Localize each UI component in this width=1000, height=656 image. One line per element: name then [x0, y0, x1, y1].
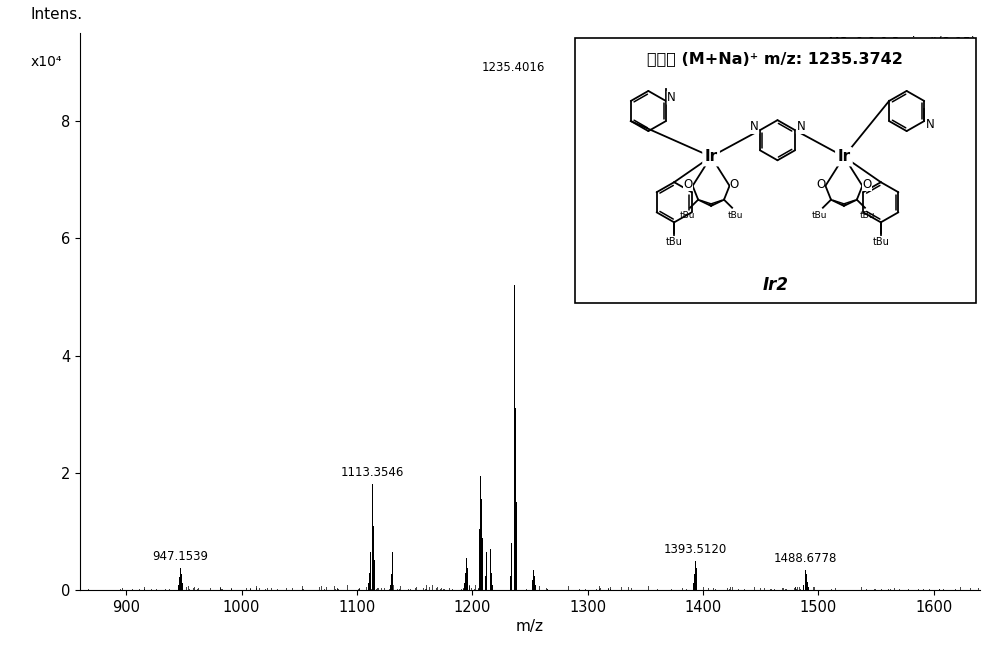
Text: 1113.3546: 1113.3546: [341, 466, 404, 479]
Text: Intens.: Intens.: [30, 7, 83, 22]
Text: 947.1539: 947.1539: [153, 550, 209, 564]
Text: 理论值 (M+Na)⁺ m/z: 1235.3742: 理论值 (M+Na)⁺ m/z: 1235.3742: [647, 51, 903, 66]
Text: Ir2: Ir2: [762, 276, 788, 294]
Text: x10⁴: x10⁴: [30, 55, 62, 69]
Text: 1235.4016: 1235.4016: [481, 61, 545, 74]
Text: +MS, 0.0-0.3min #(2-15): +MS, 0.0-0.3min #(2-15): [818, 35, 976, 49]
X-axis label: m/z: m/z: [516, 619, 544, 634]
Text: 1488.6778: 1488.6778: [774, 552, 837, 565]
FancyBboxPatch shape: [575, 39, 976, 303]
Text: 1393.5120: 1393.5120: [664, 543, 727, 556]
